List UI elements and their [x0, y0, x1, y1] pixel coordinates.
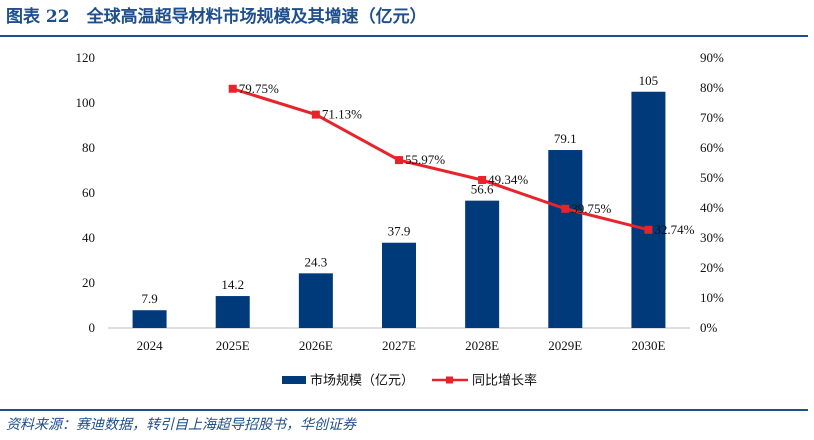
left-tick-label: 100	[76, 95, 96, 110]
growth-marker	[644, 225, 653, 234]
left-tick-label: 60	[82, 185, 95, 200]
bar	[548, 150, 583, 328]
bar-value-label: 105	[639, 73, 659, 88]
left-tick-label: 40	[82, 230, 95, 245]
right-tick-label: 60%	[700, 140, 724, 155]
growth-value-label: 71.13%	[322, 107, 362, 122]
category-label: 2026E	[299, 338, 333, 353]
category-label: 2029E	[548, 338, 582, 353]
growth-value-label: 79.75%	[239, 81, 279, 96]
chart: 0 20 40 60 80 100 120 0% 10% 20% 30% 40% 50% 60% 70% 8…	[76, 50, 725, 388]
legend-bar-label: 市场规模（亿元）	[310, 373, 414, 388]
legend-line-label: 同比增长率	[472, 373, 537, 388]
source-rule	[0, 409, 808, 411]
right-axis-ticks: 0% 10% 20% 30% 40% 50% 60% 70% 80% 90%	[700, 50, 724, 335]
growth-value-label: 55.97%	[405, 152, 445, 167]
right-tick-label: 0%	[700, 320, 718, 335]
figure-title: 图表 22 全球高温超导材料市场规模及其增速（亿元）	[6, 7, 427, 27]
legend-bar-swatch	[282, 376, 306, 384]
category-label: 2030E	[631, 338, 665, 353]
bar	[465, 200, 500, 328]
bar	[215, 296, 250, 328]
figure-title-bar: 图表 22 全球高温超导材料市场规模及其增速（亿元）	[0, 0, 814, 34]
growth-marker	[395, 156, 403, 165]
growth-value-label: 32.74%	[654, 222, 694, 237]
bar-series	[132, 91, 666, 328]
title-rule	[0, 35, 808, 37]
bar	[132, 310, 167, 328]
left-axis-ticks: 0 20 40 60 80 100 120	[76, 50, 96, 335]
bar-value-label: 14.2	[221, 277, 244, 292]
category-label: 2027E	[382, 338, 416, 353]
bar-labels: 7.9 14.2 24.3 37.9 56.6 79.1 105	[141, 73, 658, 306]
bar-value-label: 56.6	[471, 182, 494, 197]
bar	[631, 91, 666, 328]
right-tick-label: 20%	[700, 260, 724, 275]
growth-value-label: 39.75%	[571, 201, 611, 216]
right-tick-label: 90%	[700, 50, 724, 65]
growth-value-label: 49.34%	[488, 172, 528, 187]
category-label: 2025E	[216, 338, 250, 353]
growth-marker	[311, 110, 320, 119]
bar-value-label: 79.1	[554, 131, 577, 146]
growth-marker	[478, 175, 487, 184]
growth-line	[232, 87, 649, 232]
bar-value-label: 7.9	[141, 291, 157, 306]
right-tick-label: 80%	[700, 80, 724, 95]
right-tick-label: 30%	[700, 230, 724, 245]
right-tick-label: 10%	[700, 290, 724, 305]
source-note: 资料来源：赛迪数据，转引自上海超导招股书，华创证券	[6, 417, 356, 433]
growth-marker	[561, 204, 570, 213]
bar-value-label: 37.9	[388, 224, 411, 239]
bar	[298, 273, 333, 328]
right-tick-label: 70%	[700, 110, 724, 125]
left-tick-label: 0	[89, 320, 96, 335]
category-labels: 2024 2025E 2026E 2027E 2028E 2029E 2030E	[137, 338, 666, 353]
right-tick-label: 40%	[700, 200, 724, 215]
category-label: 2028E	[465, 338, 499, 353]
right-tick-label: 50%	[700, 170, 724, 185]
growth-marker	[228, 84, 237, 93]
legend: 市场规模（亿元） 同比增长率	[282, 373, 537, 388]
left-tick-label: 120	[76, 50, 96, 65]
left-tick-label: 80	[82, 140, 95, 155]
bar-value-label: 24.3	[304, 254, 327, 269]
left-tick-label: 20	[82, 275, 95, 290]
growth-line-series: 79.75% 71.13% 55.97% 49.34% 39.75% 32.74%	[228, 81, 695, 237]
legend-line-marker	[446, 376, 453, 384]
bar	[382, 242, 416, 328]
category-label: 2024	[137, 338, 164, 353]
